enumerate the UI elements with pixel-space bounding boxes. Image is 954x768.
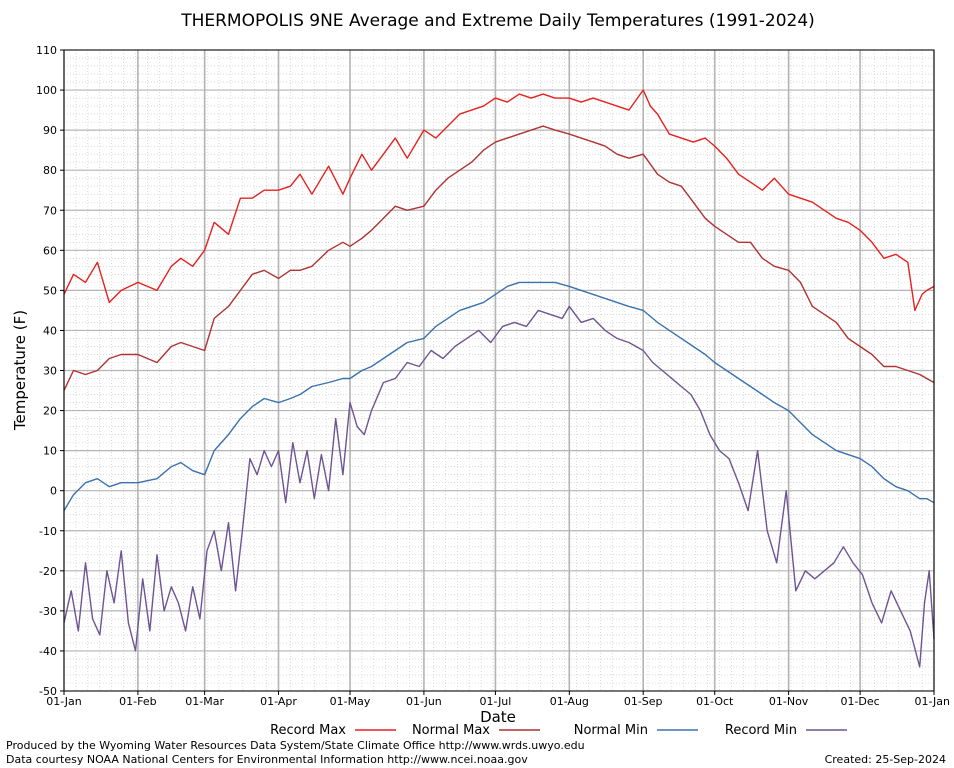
- axes: -50 -40 -30 -20 -10 0 10 20 30 40 50 60 70 80 90 100 110…: [36, 44, 950, 708]
- series-lines: [63, 89, 935, 668]
- series-line-record-min: [63, 305, 935, 668]
- y-tick-label: 10: [43, 445, 57, 458]
- x-tick-label: 01-Oct: [696, 695, 734, 708]
- y-tick-label: -50: [39, 685, 57, 698]
- x-tick-label: 01-Aug: [550, 695, 589, 708]
- x-axis-label: Date: [480, 708, 516, 726]
- y-tick-label: 60: [43, 244, 57, 257]
- y-tick-label: 30: [43, 365, 57, 378]
- y-tick-label: 40: [43, 324, 57, 337]
- x-tick-label: 01-Mar: [185, 695, 224, 708]
- x-tick-label: 01-Dec: [840, 695, 879, 708]
- x-tick-label: 01-Apr: [260, 695, 297, 708]
- y-tick-label: 80: [43, 164, 57, 177]
- series-line-normal-max: [63, 125, 935, 391]
- x-tick-label: 01-May: [330, 695, 371, 708]
- y-tick-label: 90: [43, 124, 57, 137]
- y-tick-label: -20: [39, 565, 57, 578]
- chart-title: THERMOPOLIS 9NE Average and Extreme Dail…: [180, 11, 815, 31]
- legend-label: Normal Max: [412, 723, 490, 738]
- x-tick-label: 01-Jul: [479, 695, 511, 708]
- y-tick-label: 0: [50, 485, 57, 498]
- y-tick-label: 20: [43, 405, 57, 418]
- x-tick-label: 01-Feb: [119, 695, 156, 708]
- y-tick-label: 50: [43, 284, 57, 297]
- legend-label: Normal Min: [574, 723, 648, 738]
- x-tick-label: 01-Nov: [769, 695, 809, 708]
- x-tick-label: 01-Jan: [46, 695, 82, 708]
- y-tick-label: -40: [39, 645, 57, 658]
- y-axis-label: Temperature (F): [11, 310, 29, 431]
- y-tick-label: 110: [36, 44, 57, 57]
- footer-producer: Produced by the Wyoming Water Resources …: [6, 739, 585, 752]
- x-tick-label: 01-Sep: [624, 695, 663, 708]
- series-line-record-max: [63, 89, 935, 312]
- y-tick-label: -10: [39, 525, 57, 538]
- x-tick-label: 01-Jan: [914, 695, 950, 708]
- legend-label: Record Max: [270, 723, 346, 738]
- y-tick-label: 70: [43, 204, 57, 217]
- series-line-normal-min: [63, 281, 935, 512]
- y-tick-label: -30: [39, 605, 57, 618]
- y-tick-label: 100: [36, 84, 57, 97]
- legend-label: Record Min: [725, 723, 797, 738]
- x-tick-label: 01-Jun: [406, 695, 442, 708]
- footer-created: Created: 25-Sep-2024: [824, 753, 946, 766]
- legend: Record Max Normal Max Normal Min Record Min: [270, 723, 847, 738]
- footer-data-source: Data courtesy NOAA National Centers for …: [6, 753, 528, 766]
